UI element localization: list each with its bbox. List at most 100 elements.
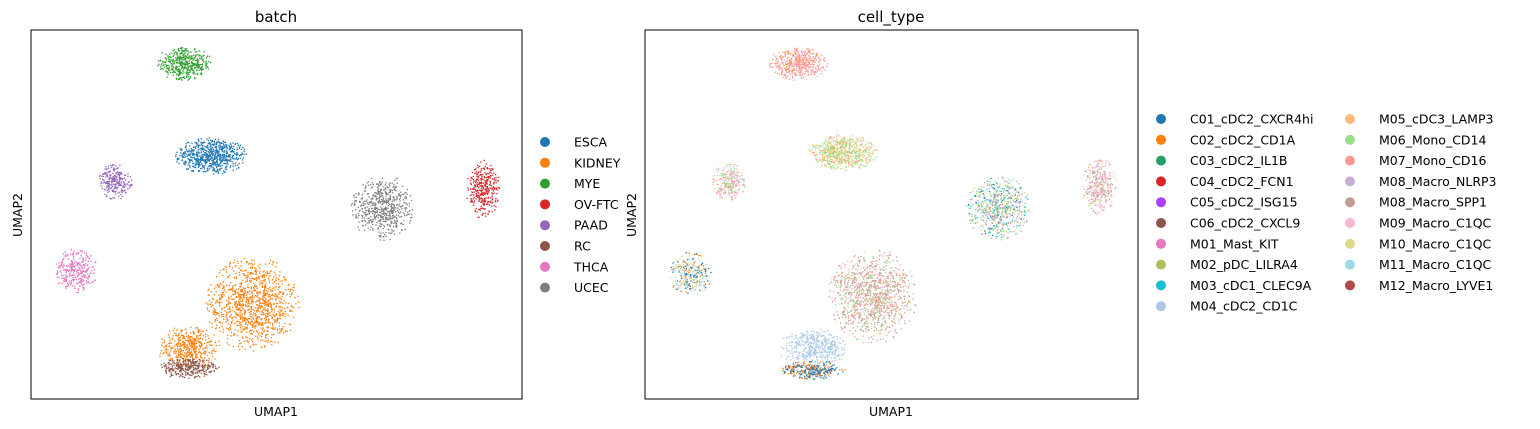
data-point — [83, 286, 85, 289]
data-point — [474, 210, 477, 212]
data-point — [226, 304, 228, 306]
data-point — [260, 346, 262, 349]
data-point — [180, 47, 183, 50]
data-point — [376, 215, 378, 217]
data-point — [165, 345, 167, 348]
data-point — [393, 208, 395, 211]
data-point — [294, 297, 296, 299]
data-point — [234, 143, 236, 145]
data-point — [190, 61, 193, 64]
data-point — [80, 254, 82, 256]
data-point — [800, 69, 802, 71]
data-point — [88, 274, 91, 277]
data-point — [197, 372, 199, 374]
data-point — [485, 180, 487, 182]
data-point — [215, 161, 217, 164]
data-point — [167, 354, 169, 356]
data-point — [179, 376, 181, 378]
data-point — [277, 317, 279, 319]
data-point — [103, 179, 105, 181]
data-point — [245, 277, 247, 279]
data-point — [198, 162, 200, 164]
data-point — [167, 64, 169, 67]
data-point — [176, 329, 178, 331]
data-point — [255, 273, 257, 275]
data-point — [280, 314, 282, 316]
data-point — [812, 61, 814, 63]
data-point — [475, 173, 477, 175]
data-point — [268, 282, 270, 284]
data-point — [191, 170, 193, 172]
data-point — [232, 285, 234, 287]
data-point — [199, 351, 201, 353]
data-point — [173, 70, 175, 72]
data-point — [363, 204, 365, 206]
data-point — [282, 312, 284, 314]
data-point — [264, 304, 266, 306]
data-point — [264, 278, 266, 280]
data-point — [478, 171, 480, 173]
data-point — [393, 203, 395, 206]
data-point — [213, 168, 215, 170]
data-point — [72, 274, 74, 276]
data-point — [183, 57, 185, 59]
data-point — [386, 213, 388, 215]
data-point — [471, 191, 473, 193]
data-point — [380, 225, 382, 227]
data-point — [800, 76, 802, 78]
data-point — [202, 352, 205, 354]
data-point — [371, 207, 373, 210]
legend-label: OV-FTC — [574, 197, 619, 212]
data-point — [185, 153, 187, 155]
data-point — [237, 303, 239, 305]
data-point — [399, 212, 401, 214]
data-point — [222, 158, 224, 160]
data-point — [492, 190, 494, 192]
data-point — [367, 193, 370, 195]
data-point — [254, 307, 256, 309]
data-point — [62, 280, 65, 282]
data-point — [163, 365, 165, 367]
data-point — [209, 344, 211, 346]
data-point — [78, 263, 80, 265]
data-point — [185, 68, 188, 70]
data-point — [245, 287, 247, 290]
data-point — [482, 207, 485, 210]
data-point — [181, 375, 183, 378]
data-point — [249, 314, 251, 316]
data-point — [251, 300, 253, 302]
data-point — [361, 197, 364, 199]
data-point — [194, 154, 196, 156]
data-point — [77, 272, 80, 274]
data-point — [378, 191, 380, 193]
data-point — [202, 370, 204, 372]
data-point — [80, 280, 82, 282]
data-point — [181, 72, 183, 74]
data-point — [282, 315, 284, 317]
data-point — [257, 321, 259, 323]
data-point — [387, 219, 389, 221]
data-point — [800, 51, 802, 53]
data-point — [247, 275, 249, 277]
data-point — [201, 63, 204, 66]
data-point — [775, 55, 777, 58]
data-point — [120, 182, 122, 184]
data-point — [194, 345, 196, 347]
data-point — [178, 353, 180, 356]
data-point — [264, 346, 266, 348]
data-point — [215, 147, 218, 149]
data-point — [495, 182, 497, 184]
data-point — [175, 155, 177, 157]
data-point — [487, 177, 490, 179]
data-point — [198, 152, 200, 154]
data-point — [71, 254, 74, 256]
data-point — [815, 55, 817, 57]
data-point — [111, 165, 113, 167]
data-point — [196, 60, 199, 62]
data-point — [493, 192, 495, 194]
data-point — [219, 305, 221, 307]
data-point — [794, 52, 796, 54]
data-point — [228, 156, 230, 158]
data-point — [184, 146, 187, 149]
data-point — [263, 322, 265, 325]
